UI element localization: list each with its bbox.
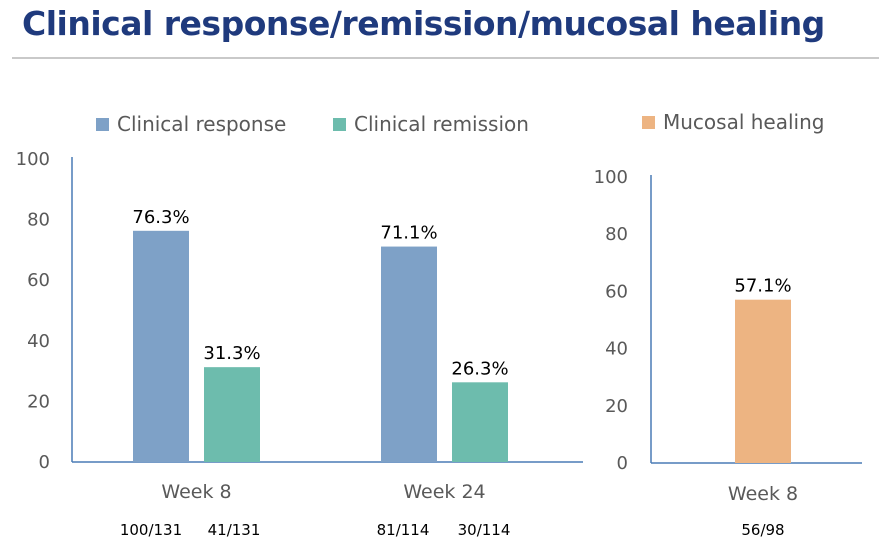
chart-1-bar [133, 230, 189, 462]
chart-1-category-label: Week 24 [403, 481, 485, 503]
chart-1-legend-swatch [96, 118, 109, 131]
chart-1-bar [452, 382, 508, 462]
chart-1-y-tick-label: 0 [39, 452, 50, 473]
chart-1-category-label: Week 8 [161, 481, 231, 503]
chart-1-legend-swatch [333, 118, 346, 131]
chart-1-legend-label: Clinical remission [354, 112, 529, 136]
page-title: Clinical response/remission/mucosal heal… [22, 4, 825, 43]
chart-1-legend-label: Clinical response [117, 112, 286, 136]
chart-1-data-label: 76.3% [132, 207, 189, 228]
chart-1-y-tick-label: 60 [27, 270, 50, 291]
chart-2-y-tick-label: 80 [605, 224, 628, 245]
chart-2-legend-label: Mucosal healing [663, 110, 824, 134]
chart-2-y-tick-label: 0 [617, 453, 628, 474]
chart-2-data-label: 57.1% [734, 276, 791, 297]
chart-1-y-tick-label: 100 [16, 149, 50, 170]
chart-1-data-label: 71.1% [380, 223, 437, 244]
chart-2-y-tick-label: 20 [605, 396, 628, 417]
chart-2-y-tick-label: 60 [605, 281, 628, 302]
chart-2-y-tick-label: 40 [605, 339, 628, 360]
chart-2-y-tick-label: 100 [594, 167, 628, 188]
chart-1-bar [381, 246, 437, 462]
chart-1-sample-count: 100/131 [120, 521, 182, 539]
chart-1-data-label: 26.3% [451, 358, 508, 379]
chart-1-data-label: 31.3% [203, 343, 260, 364]
chart-1-y-tick-label: 20 [27, 391, 50, 412]
chart-1-y-tick-label: 80 [27, 210, 50, 231]
chart-1-sample-count: 30/114 [458, 521, 511, 539]
chart-1-sample-count: 41/131 [208, 521, 261, 539]
chart-1-y-tick-label: 40 [27, 331, 50, 352]
title-divider [12, 57, 879, 59]
chart-1-sample-count: 81/114 [377, 521, 430, 539]
chart-2-legend-swatch [642, 116, 655, 129]
chart-2-sample-count: 56/98 [741, 521, 784, 539]
chart-2-category-label: Week 8 [728, 483, 798, 505]
chart-1-bar [204, 367, 260, 462]
chart-2-bar [735, 299, 791, 463]
